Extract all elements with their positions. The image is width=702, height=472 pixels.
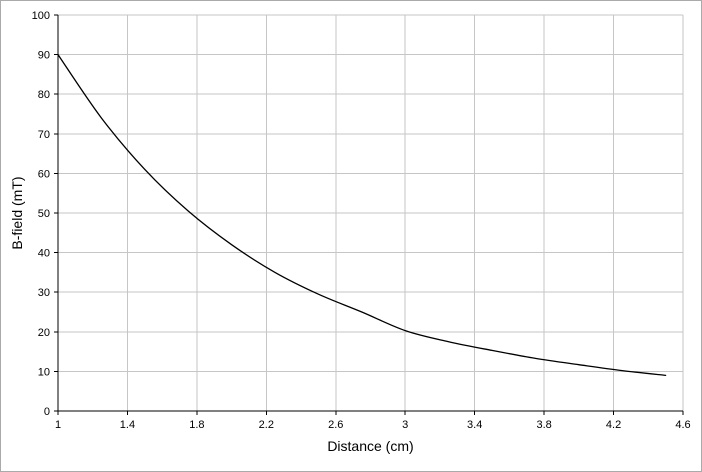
bfield-curve — [57, 53, 667, 377]
x-tick-label: 1 — [55, 419, 61, 431]
y-tick-label: 70 — [38, 129, 50, 141]
y-tick-label: 80 — [38, 89, 50, 101]
x-tick-label: 1.8 — [189, 419, 204, 431]
y-tick-label: 10 — [38, 366, 50, 378]
x-tick-label: 3 — [402, 419, 408, 431]
x-axis-title: Distance (cm) — [327, 438, 414, 454]
x-tick-label: 2.2 — [259, 419, 274, 431]
x-tick-label: 3.8 — [536, 419, 551, 431]
y-tick-label: 30 — [38, 287, 50, 299]
y-tick-label: 90 — [38, 50, 50, 62]
x-tick-label: 3.4 — [467, 419, 482, 431]
x-tick-label: 4.6 — [675, 419, 690, 431]
y-tick-label: 20 — [38, 327, 50, 339]
y-tick-label: 50 — [38, 208, 50, 220]
y-axis-title: B-field (mT) — [9, 176, 25, 250]
y-tick-label: 40 — [38, 248, 50, 260]
x-tick-label: 1.4 — [120, 419, 135, 431]
y-tick-label: 100 — [32, 10, 50, 22]
y-tick-label: 60 — [38, 168, 50, 180]
y-tick-label: 0 — [44, 406, 50, 418]
x-tick-label: 4.2 — [606, 419, 621, 431]
x-tick-label: 2.6 — [328, 419, 343, 431]
